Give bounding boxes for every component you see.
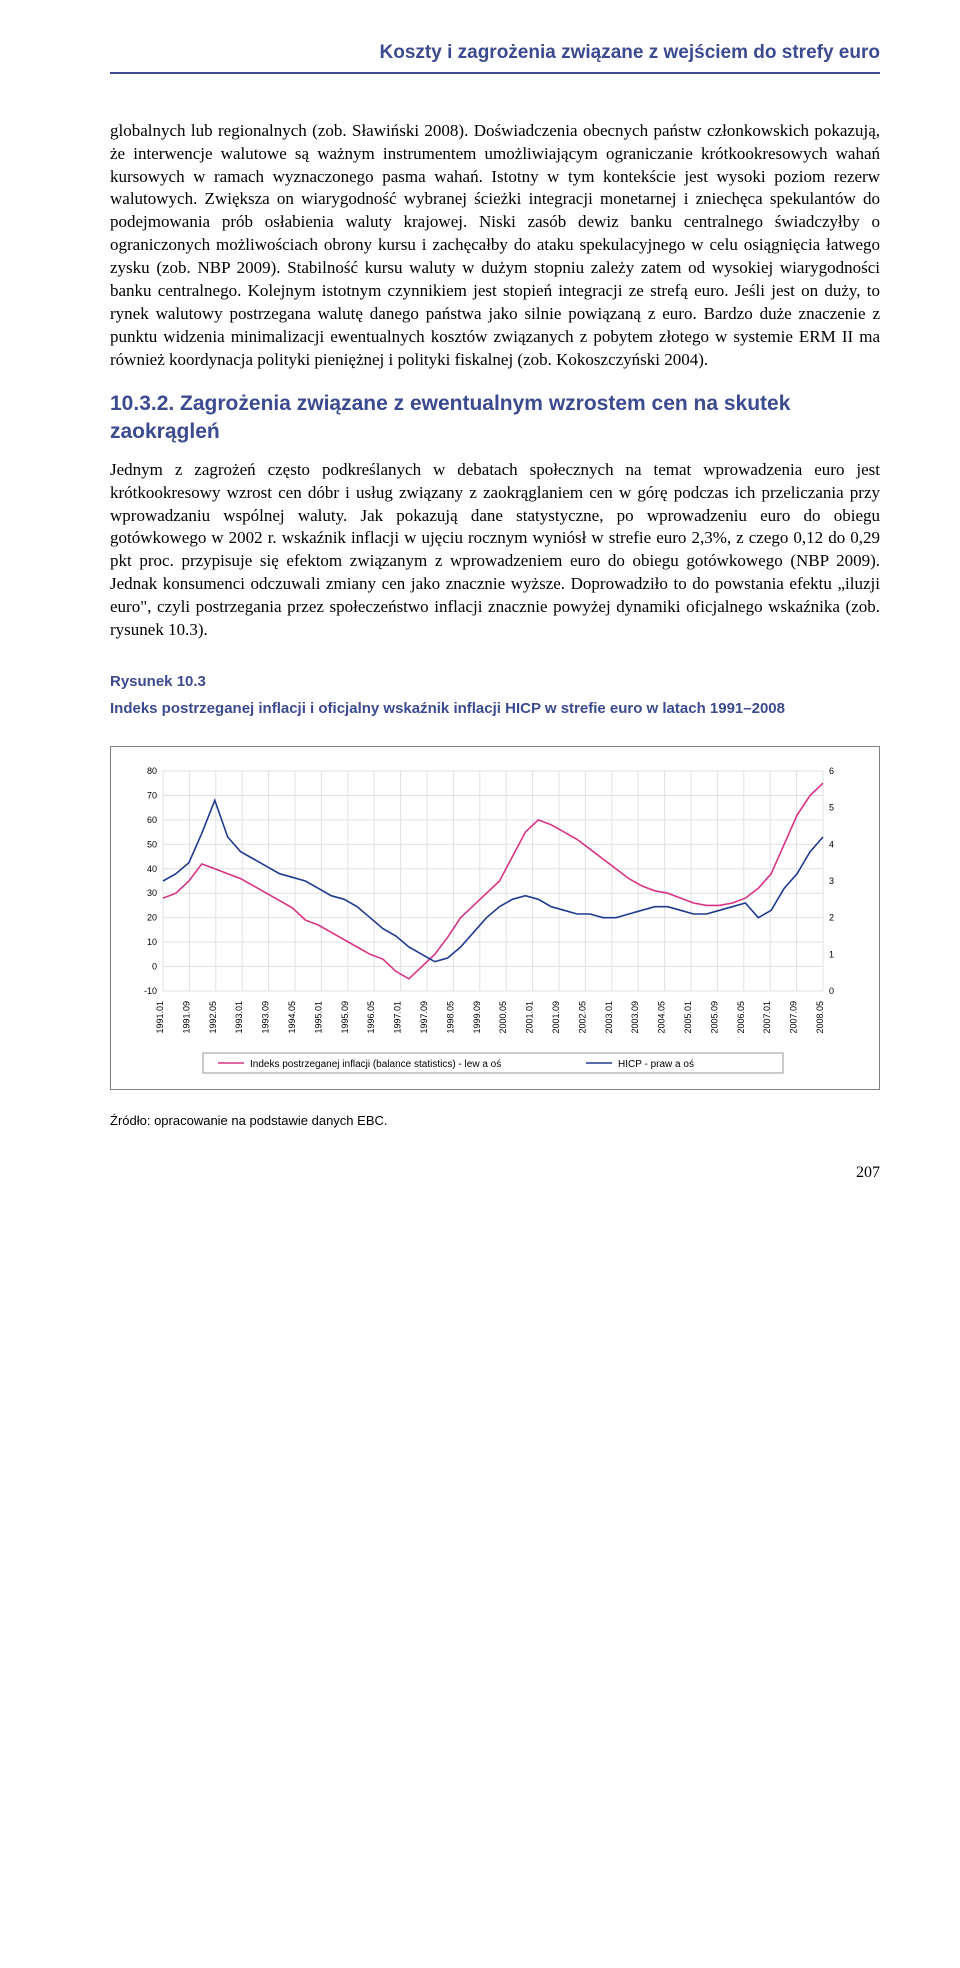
- svg-text:30: 30: [147, 888, 157, 898]
- svg-text:2005.09: 2005.09: [709, 1001, 719, 1034]
- svg-text:2003.01: 2003.01: [604, 1001, 614, 1034]
- svg-text:2008.05: 2008.05: [815, 1001, 825, 1034]
- svg-text:2: 2: [829, 913, 834, 923]
- svg-text:4: 4: [829, 839, 834, 849]
- svg-text:1991.09: 1991.09: [181, 1001, 191, 1034]
- svg-text:60: 60: [147, 815, 157, 825]
- svg-text:Indeks postrzeganej inflacji (: Indeks postrzeganej inflacji (balance st…: [250, 1059, 501, 1070]
- svg-text:0: 0: [829, 986, 834, 996]
- svg-text:50: 50: [147, 839, 157, 849]
- svg-text:1997.01: 1997.01: [393, 1001, 403, 1034]
- svg-text:2002.05: 2002.05: [577, 1001, 587, 1034]
- page-header-title: Koszty i zagrożenia związane z wejściem …: [110, 40, 880, 74]
- svg-text:2007.09: 2007.09: [789, 1001, 799, 1034]
- body-paragraph-1: globalnych lub regionalnych (zob. Sławiń…: [110, 120, 880, 372]
- svg-text:1998.05: 1998.05: [445, 1001, 455, 1034]
- chart-container: -10 0 10 20 30 40 50 60 70 80 0 1 2 3 4 5 6 1991.01 1991.0…: [110, 746, 880, 1090]
- svg-text:2003.09: 2003.09: [630, 1001, 640, 1034]
- body-paragraph-2: Jednym z zagrożeń często podkreślanych w…: [110, 459, 880, 643]
- svg-text:1995.01: 1995.01: [313, 1001, 323, 1034]
- svg-text:20: 20: [147, 913, 157, 923]
- inflation-chart: -10 0 10 20 30 40 50 60 70 80 0 1 2 3 4 5 6 1991.01 1991.0…: [123, 761, 863, 1081]
- section-heading: 10.3.2. Zagrożenia związane z ewentualny…: [110, 390, 880, 447]
- svg-text:2005.01: 2005.01: [683, 1001, 693, 1034]
- svg-text:2001.01: 2001.01: [525, 1001, 535, 1034]
- figure-title: Indeks postrzeganej inflacji i oficjalny…: [110, 698, 880, 720]
- svg-text:HICP - praw a oś: HICP - praw a oś: [618, 1059, 694, 1070]
- svg-text:1999.09: 1999.09: [472, 1001, 482, 1034]
- svg-text:2004.05: 2004.05: [657, 1001, 667, 1034]
- svg-text:3: 3: [829, 876, 834, 886]
- svg-text:1: 1: [829, 949, 834, 959]
- svg-text:1992.05: 1992.05: [208, 1001, 218, 1034]
- svg-text:1991.01: 1991.01: [155, 1001, 165, 1034]
- svg-text:5: 5: [829, 803, 834, 813]
- svg-text:1996.05: 1996.05: [366, 1001, 376, 1034]
- svg-text:80: 80: [147, 766, 157, 776]
- svg-text:2007.01: 2007.01: [762, 1001, 772, 1034]
- svg-text:2001.09: 2001.09: [551, 1001, 561, 1034]
- figure-source: Źródło: opracowanie na podstawie danych …: [110, 1112, 880, 1130]
- svg-text:70: 70: [147, 791, 157, 801]
- svg-text:0: 0: [152, 962, 157, 972]
- page-number: 207: [110, 1162, 880, 1184]
- figure-label: Rysunek 10.3: [110, 672, 880, 692]
- svg-text:6: 6: [829, 766, 834, 776]
- svg-text:1995.09: 1995.09: [340, 1001, 350, 1034]
- svg-text:2000.05: 2000.05: [498, 1001, 508, 1034]
- svg-text:1993.01: 1993.01: [234, 1001, 244, 1034]
- svg-text:2006.05: 2006.05: [736, 1001, 746, 1034]
- svg-text:40: 40: [147, 864, 157, 874]
- svg-text:10: 10: [147, 937, 157, 947]
- svg-text:-10: -10: [144, 986, 157, 996]
- svg-text:1993.09: 1993.09: [261, 1001, 271, 1034]
- svg-text:1997.09: 1997.09: [419, 1001, 429, 1034]
- svg-text:1994.05: 1994.05: [287, 1001, 297, 1034]
